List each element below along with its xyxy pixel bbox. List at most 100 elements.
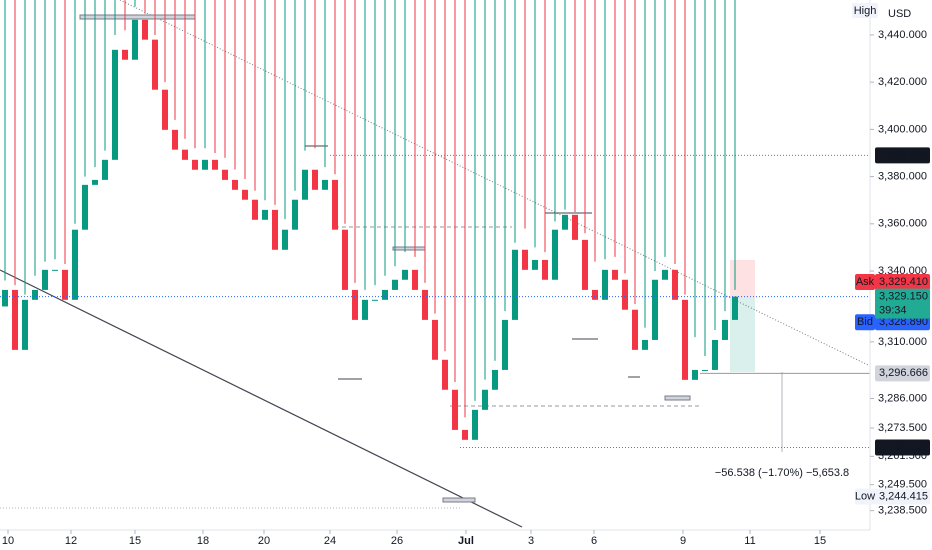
level-marker [392, 246, 426, 251]
candle-body [2, 289, 8, 307]
bid-name-box [855, 314, 875, 331]
candle-body [452, 389, 458, 430]
price-label: 3,265.229 [879, 441, 928, 453]
last-price: 3,329.150 [879, 291, 928, 303]
candle-body [572, 214, 578, 240]
x-tick-label: 9 [680, 535, 686, 547]
candle-body [102, 159, 108, 180]
candle-body [292, 199, 298, 230]
candle-body [632, 309, 638, 350]
candle-body [602, 269, 608, 300]
candle-body [32, 289, 38, 300]
candle-body [502, 319, 508, 370]
candle-body [262, 209, 268, 220]
low-value-box [875, 488, 930, 505]
x-tick-label: 18 [197, 535, 209, 547]
candle-body [672, 269, 678, 300]
price-label-box [875, 147, 930, 164]
candle-body [182, 149, 188, 160]
candle-body [442, 359, 448, 390]
candle-body [512, 249, 518, 320]
bid-value: 3,328.890 [879, 316, 928, 328]
candle-body [72, 229, 78, 300]
y-tick-label: 3,380.000 [878, 170, 927, 182]
level-marker [664, 395, 691, 401]
candle-body [52, 269, 58, 271]
level-marker [442, 497, 476, 503]
price-label: 3,388.991 [879, 149, 928, 161]
ask-name-box [855, 274, 875, 291]
candle-body [562, 214, 568, 230]
y-tick-label: 3,420.000 [878, 76, 927, 88]
candle-body [722, 319, 728, 340]
candle-body [22, 299, 28, 350]
x-tick-label: 6 [591, 535, 597, 547]
currency: USD [888, 8, 911, 20]
candle-body [342, 229, 348, 290]
candle-body [652, 279, 658, 340]
candle-body [312, 169, 318, 190]
x-tick-label: Jul [458, 535, 474, 547]
price-label-box [875, 439, 930, 456]
candle-body [222, 169, 228, 180]
x-tick-label: 10 [2, 535, 14, 547]
y-tick-label: 3,400.000 [878, 123, 927, 135]
candle-body [592, 289, 598, 300]
candle-body [382, 289, 388, 300]
candle-body [112, 49, 118, 160]
candle-body [352, 289, 358, 320]
x-tick-label: 11 [744, 535, 755, 547]
candle-body [682, 299, 688, 380]
candle-body [402, 269, 408, 280]
y-tick-label: 3,273.500 [878, 422, 927, 434]
candle-body [432, 319, 438, 360]
x-tick-label: 3 [528, 535, 534, 547]
x-tick-label: 12 [65, 535, 77, 547]
candle-body [202, 159, 208, 170]
candle-body [362, 299, 368, 320]
candle-body [482, 389, 488, 410]
level-marker [79, 14, 196, 20]
candle-body [82, 184, 88, 230]
candle-body [302, 169, 308, 200]
candle-body [132, 19, 138, 60]
candle-body [162, 89, 168, 130]
y-tick-label: 3,310.000 [878, 336, 927, 348]
x-tick-label: 15 [129, 535, 141, 547]
candle-body [332, 179, 338, 230]
x-tick-label: 20 [258, 535, 270, 547]
candle-body [252, 199, 258, 220]
candle-body [702, 369, 708, 371]
candle-body [92, 179, 98, 185]
candle-body [212, 159, 218, 170]
candle-body [462, 429, 468, 440]
candle-body [12, 289, 18, 350]
candle-body [492, 369, 498, 390]
ask-value-box [875, 274, 930, 291]
trendline-lower [0, 269, 523, 528]
candle-body [542, 259, 548, 280]
y-tick-label: 3,249.500 [878, 479, 927, 491]
candle-body [242, 189, 248, 200]
y-tick-label: 3,340.000 [878, 265, 927, 277]
candle-body [712, 339, 718, 370]
candle-body [272, 209, 278, 250]
candle-body [622, 279, 628, 310]
y-tick-label: 3,360.000 [878, 218, 927, 230]
last-price-box [875, 288, 930, 319]
candle-body [522, 249, 528, 270]
candle-body [732, 296, 738, 320]
price-label-box [875, 365, 930, 382]
price-label: 3,296.666 [879, 367, 928, 379]
candle-body [372, 299, 378, 301]
x-tick-label: 24 [324, 535, 336, 547]
candle-body [412, 269, 418, 290]
high-label-box [852, 3, 878, 18]
low-name-box [855, 488, 875, 505]
candle-body [62, 269, 68, 300]
candle-body [232, 179, 238, 190]
candle-body [152, 39, 158, 90]
candle-body [582, 239, 588, 290]
